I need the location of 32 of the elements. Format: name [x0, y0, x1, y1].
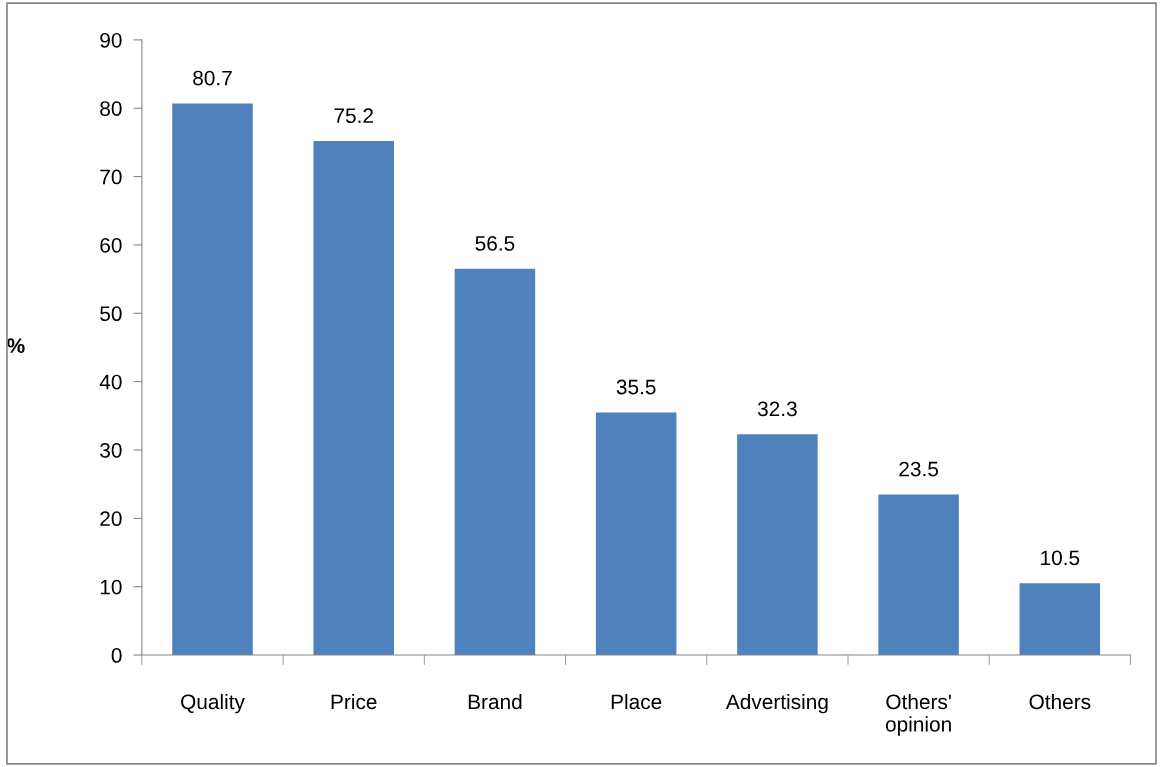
y-tick-label: 50: [100, 306, 122, 322]
x-tick-label: Place: [611, 693, 662, 710]
bar: [737, 434, 818, 656]
y-tick-label: 20: [100, 511, 122, 527]
data-label: 23.5: [899, 461, 939, 477]
data-label: 32.3: [757, 401, 797, 417]
data-label: 80.7: [193, 70, 232, 86]
bar: [595, 412, 677, 656]
bar: [172, 103, 253, 656]
y-tick-label: 10: [100, 579, 122, 595]
y-tick-label: 0: [111, 648, 122, 663]
bar: [878, 494, 959, 656]
x-tick-label: Advertising: [725, 693, 828, 714]
y-tick-label: 30: [100, 442, 122, 458]
x-tick-label: Brand: [468, 693, 522, 710]
bar: [313, 141, 394, 656]
data-label: 35.5: [616, 379, 656, 395]
data-label: 10.5: [1041, 550, 1080, 566]
x-tick-label: Others' opinion: [885, 693, 951, 736]
x-tick-label: Others: [1029, 693, 1091, 710]
data-label: 56.5: [475, 236, 515, 251]
x-tick-label: Price: [331, 693, 377, 710]
y-tick-label: 60: [100, 237, 122, 253]
bar: [454, 268, 536, 656]
bar: [1019, 583, 1101, 656]
data-label: 75.2: [334, 108, 373, 124]
y-tick-label: 80: [100, 101, 122, 116]
x-tick-label: Quality: [181, 693, 245, 714]
y-tick-label: 40: [99, 374, 122, 390]
y-tick-label: 90: [100, 32, 122, 48]
y-tick-label: 70: [100, 169, 122, 185]
y-axis-title: %: [7, 338, 25, 353]
